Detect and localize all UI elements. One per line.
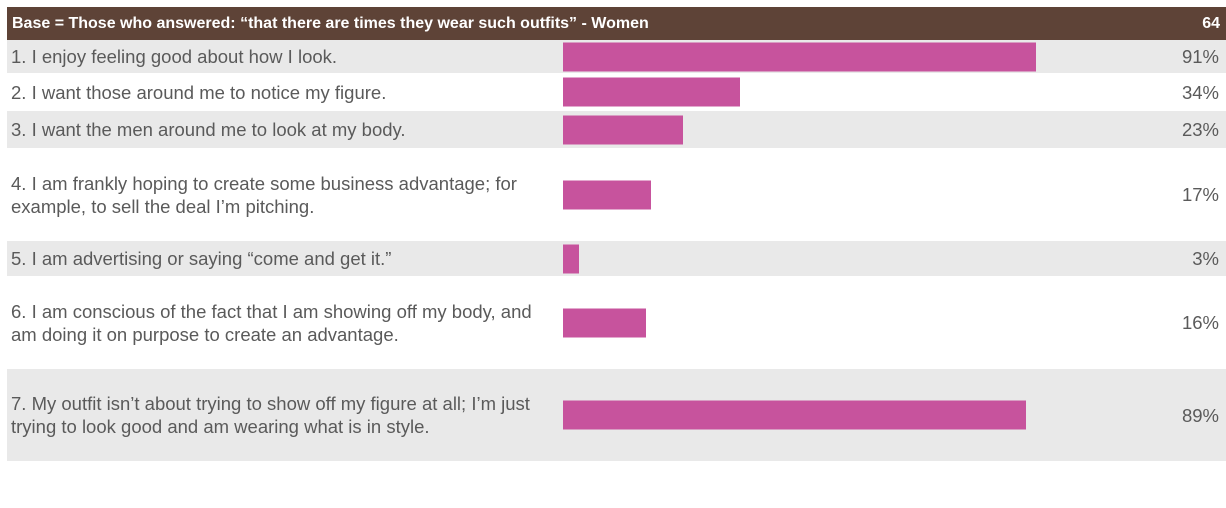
value-label: 3% (1192, 248, 1219, 269)
bar (563, 77, 740, 107)
category-label: 7. My outfit isn’t about trying to show … (11, 393, 530, 437)
bar-row: 1. I enjoy feeling good about how I look… (7, 40, 1226, 73)
bar-track (563, 111, 1083, 148)
value-label: 23% (1181, 119, 1219, 140)
category-label: 1. I enjoy feeling good about how I look… (11, 46, 338, 67)
bar-track (563, 241, 1083, 276)
value-label: 34% (1181, 81, 1219, 103)
bar (563, 180, 652, 209)
bar (563, 400, 1026, 430)
survey-table: Base = Those who answered: “that there a… (7, 7, 1226, 461)
value-label: 89% (1181, 404, 1219, 426)
bar-track (563, 40, 1083, 73)
bar-track (563, 73, 1083, 111)
base-header: Base = Those who answered: “that there a… (7, 7, 1226, 40)
category-label: 5. I am advertising or saying “come and … (11, 248, 392, 269)
bar-row: 3. I want the men around me to look at m… (7, 111, 1226, 148)
bar-rows: 1. I enjoy feeling good about how I look… (7, 40, 1226, 461)
bar-row: 2. I want those around me to notice my f… (7, 73, 1226, 111)
bar-track (563, 148, 1083, 241)
base-count: 64 (1202, 14, 1220, 32)
bar-row: 7. My outfit isn’t about trying to show … (7, 369, 1226, 461)
bar-row: 4. I am frankly hoping to create some bu… (7, 148, 1226, 241)
category-label: 6. I am conscious of the fact that I am … (11, 300, 532, 345)
bar (563, 244, 579, 273)
bar-track (563, 369, 1083, 461)
value-label: 16% (1181, 312, 1219, 333)
bar (563, 308, 647, 337)
bar-row: 5. I am advertising or saying “come and … (7, 241, 1226, 276)
base-label: Base = Those who answered: “that there a… (12, 14, 649, 32)
bar (563, 115, 683, 144)
category-label: 2. I want those around me to notice my f… (11, 81, 387, 103)
bar (563, 42, 1037, 71)
category-label: 3. I want the men around me to look at m… (11, 119, 406, 140)
value-label: 91% (1181, 46, 1219, 67)
bar-row: 6. I am conscious of the fact that I am … (7, 276, 1226, 369)
bar-track (563, 276, 1083, 369)
value-label: 17% (1181, 184, 1219, 205)
category-label: 4. I am frankly hoping to create some bu… (11, 172, 517, 217)
